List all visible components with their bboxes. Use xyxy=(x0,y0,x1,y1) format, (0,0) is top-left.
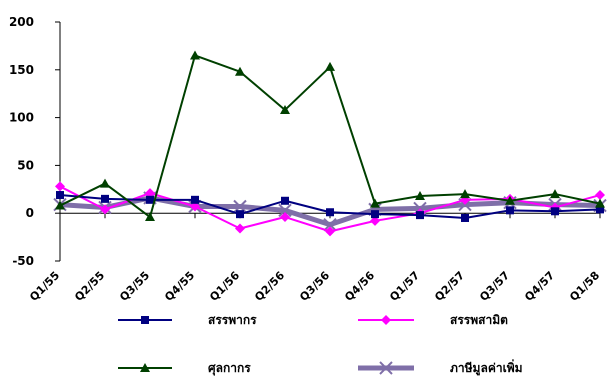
data-point xyxy=(370,198,380,208)
y-tick-label: 50 xyxy=(17,158,34,172)
y-tick-label: 100 xyxy=(9,111,34,125)
data-point xyxy=(235,223,245,234)
data-point xyxy=(56,191,64,200)
x-tick-label: Q1/57 xyxy=(387,269,422,304)
data-point xyxy=(551,207,559,216)
data-point xyxy=(280,104,290,114)
legend-marker xyxy=(379,361,393,375)
legend-label: ศุลกากร xyxy=(208,361,251,376)
data-point xyxy=(280,212,290,223)
data-point xyxy=(505,195,515,205)
legend-entry: ภาษีมูลค่าเพิ่ม xyxy=(358,359,523,376)
legend-label: สรรพากร xyxy=(208,313,257,327)
data-point xyxy=(461,213,469,222)
data-point xyxy=(101,194,109,203)
x-tick-label: Q2/57 xyxy=(432,269,467,304)
data-point xyxy=(460,189,470,199)
series-layer xyxy=(53,50,607,237)
legend-label: ภาษีมูลค่าเพิ่ม xyxy=(450,359,523,376)
data-point xyxy=(191,195,199,204)
x-tick-label: Q1/56 xyxy=(207,269,242,304)
series-line xyxy=(59,54,601,219)
data-point xyxy=(416,211,424,220)
series-0 xyxy=(56,191,604,222)
data-point xyxy=(235,66,245,76)
data-point xyxy=(371,210,379,219)
data-point xyxy=(325,226,335,237)
data-point xyxy=(326,208,334,217)
data-point xyxy=(506,206,514,215)
y-tick-label: 0 xyxy=(26,206,34,220)
data-point xyxy=(145,188,155,199)
data-point xyxy=(325,61,335,71)
x-tick-label: Q3/57 xyxy=(477,269,512,304)
data-point xyxy=(55,181,65,192)
data-point xyxy=(55,200,65,210)
data-point xyxy=(145,212,155,222)
y-tick-label: 150 xyxy=(9,63,34,77)
legend-entry: สรรพากร xyxy=(118,313,257,327)
legend-entry: สรรพสามิต xyxy=(358,313,508,327)
x-tick-label: Q1/58 xyxy=(567,269,602,304)
data-point xyxy=(190,50,200,60)
legend-marker xyxy=(381,315,391,325)
legend-marker xyxy=(141,316,149,324)
data-point xyxy=(281,196,289,205)
x-tick-label: Q2/55 xyxy=(72,269,107,304)
data-point xyxy=(596,205,604,214)
data-point xyxy=(146,195,154,204)
axes: -50 0 50 100 150 200 Q1/55 Q2/55 Q3/55 Q4/55 Q1/56… xyxy=(9,15,602,304)
legend-entry: ศุลกากร xyxy=(118,361,251,376)
series-1 xyxy=(55,181,605,237)
data-point xyxy=(370,215,380,226)
data-point xyxy=(595,190,605,201)
data-point xyxy=(595,198,605,208)
x-tick-label: Q3/55 xyxy=(117,269,152,304)
x-tick-label: Q2/56 xyxy=(252,269,287,304)
x-tick-label: Q4/55 xyxy=(162,269,197,304)
x-tick-label: Q4/56 xyxy=(342,269,377,304)
data-point xyxy=(190,201,200,212)
x-tick-label: Q1/55 xyxy=(27,269,62,304)
data-point xyxy=(415,190,425,200)
x-tick-label: Q4/57 xyxy=(522,269,557,304)
data-point xyxy=(100,178,110,188)
data-point xyxy=(278,203,292,218)
x-tick-label: Q3/56 xyxy=(297,269,332,304)
legend: สรรพากร สรรพสามิตศุลกากร ภาษีมูลค่าเพิ่ม xyxy=(118,313,523,376)
data-point xyxy=(550,189,560,199)
series-2 xyxy=(55,50,605,222)
data-point xyxy=(236,210,244,219)
y-tick-label: 200 xyxy=(9,15,34,29)
data-point xyxy=(323,217,337,232)
y-tick-label: -50 xyxy=(12,254,34,268)
legend-marker xyxy=(140,363,150,372)
legend-label: สรรพสามิต xyxy=(450,313,508,327)
data-point xyxy=(100,204,110,215)
